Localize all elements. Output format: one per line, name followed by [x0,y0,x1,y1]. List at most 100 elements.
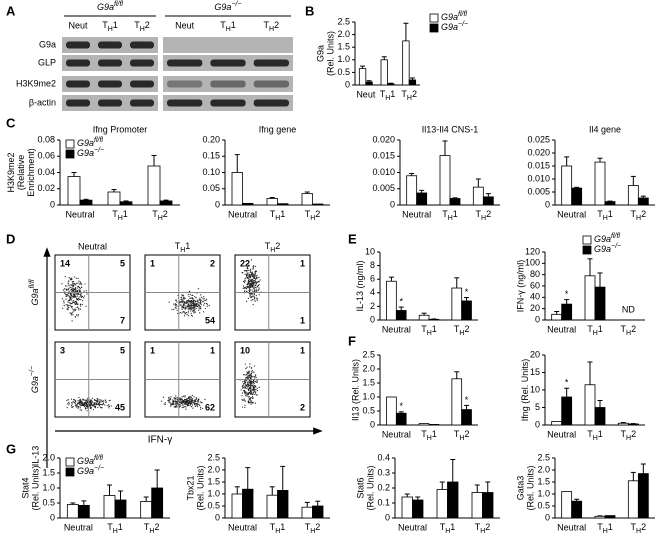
flow-dot [252,388,254,390]
x-tick-label: Neutral [547,429,576,439]
flow-dot [83,404,85,406]
quadrant-percent: 1 [210,345,215,355]
flow-dot [168,396,170,398]
flow-dot [250,403,252,405]
flow-dot [71,305,73,308]
text-part: G9a [30,376,40,393]
bar [627,480,639,519]
flow-dot [174,397,176,399]
flow-dot [248,283,250,285]
flow-dot [197,303,199,305]
text-part: 1 [185,241,190,251]
flow-dot [176,406,178,408]
flow-dot [192,407,194,409]
flow-dot [248,391,250,394]
flow-dot [69,279,72,281]
flow-dot [202,298,204,300]
flow-dot [251,390,253,392]
flow-dot [66,308,68,310]
flow-dot [174,305,177,307]
flow-dot [72,282,74,284]
x-tick-label: TH2 [621,324,637,336]
text-part: H [158,215,163,222]
flow-dot [75,405,77,407]
flow-dot [205,299,207,302]
flow-dot [80,282,82,284]
flow-dot [250,392,252,394]
flow-dot [254,265,257,268]
flow-dot [246,269,248,271]
flow-dot [69,277,71,279]
y-tick-label: 1.5 [537,476,550,486]
text-part: T [621,429,627,439]
bar [277,489,289,519]
flow-dot [108,405,110,408]
flow-dot [251,273,253,276]
flow-dot [182,401,185,403]
flow-dot [251,275,253,277]
flow-dot [63,304,65,307]
y-tick-label: 2.0 [207,464,220,474]
bar [447,481,459,519]
panel-letter: D [6,231,15,246]
flow-dot [66,295,68,297]
x-tick-label: Neutral [398,522,427,532]
flow-dot [256,299,259,301]
flow-dot [66,407,68,409]
x-tick-label: TH1 [440,522,456,534]
flow-dot [171,308,173,311]
x-tick-label: TH2 [631,209,647,221]
bar [561,165,573,206]
bar [277,203,289,206]
flow-dot [203,311,205,313]
blot-lane-label: TH1 [102,20,118,32]
y-tick-label: 5 [535,402,540,412]
flow-dot [198,304,200,306]
flow-dot [247,400,249,402]
flow-dot [73,289,75,291]
flow-dot [250,399,252,402]
flow-dot [190,312,192,314]
text-part: 2 [631,429,636,439]
flow-dot [249,363,251,365]
flow-dot [244,393,246,395]
flow-dot [78,280,80,282]
flow-dot [184,306,187,308]
flow-dot [79,402,81,404]
flow-dot [86,407,88,409]
flow-dot [108,400,110,402]
text-part: fl/fl [94,137,103,144]
blot-lane-label: TH1 [220,20,236,32]
flow-dot [73,308,75,310]
flow-dot [63,300,65,302]
y-tick-label: 40 [530,292,540,302]
flow-dot [189,403,191,405]
flow-dot [242,381,244,383]
x-tick-label: TH1 [270,209,286,221]
flow-dot [193,312,195,314]
flow-dot [196,398,198,400]
flow-dot [77,282,79,284]
flow-dot [84,403,86,405]
flow-dot [99,406,102,408]
flow-dot [83,295,86,297]
flow-dot [179,404,181,406]
flow-dot [194,405,196,408]
flow-dot [74,294,76,297]
y-tick-label: 8 [370,260,375,270]
text-part: fl/fl [611,233,620,240]
flow-dot [250,284,252,286]
flow-dot [199,308,201,310]
flow-dot [249,386,252,388]
flow-dot [72,311,74,313]
bar [482,196,494,206]
y-axis-label: Il13 (Rel. Units) [351,359,361,421]
panel-letter: G [6,441,16,456]
flow-dot [71,287,73,289]
bar [416,192,428,206]
bar [312,203,324,206]
flow-dot [80,298,82,301]
flow-dot [193,306,195,308]
blot-row-label: GLP [38,57,56,67]
text-part: T [152,209,158,219]
